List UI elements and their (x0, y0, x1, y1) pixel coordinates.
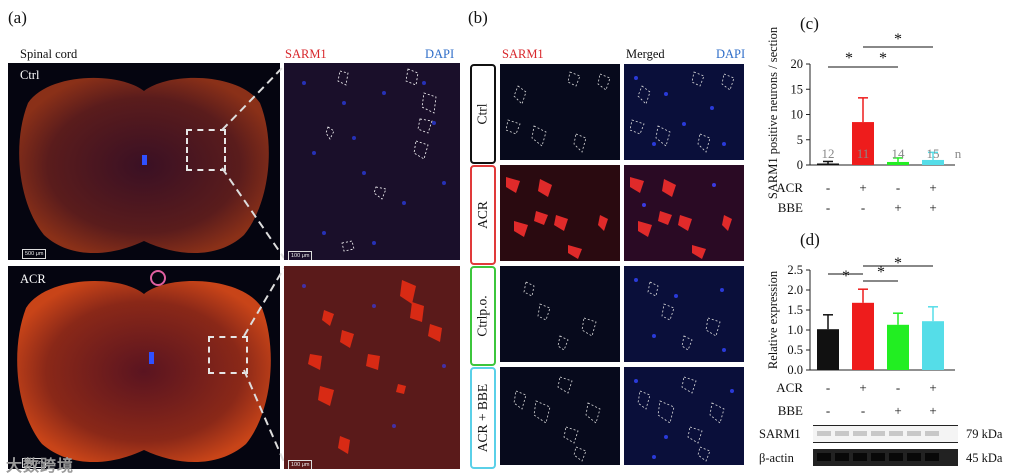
acr-row-d-1: + (859, 380, 866, 395)
bbe-row-d-1: - (861, 403, 865, 418)
sig-star-c-2: * (894, 31, 902, 48)
ctrl-spinal-cord-image: 500 μm (8, 63, 280, 260)
bbe-row-c-1: - (861, 200, 865, 215)
y-axis-label-0: SARM1 positive neurons / section (766, 26, 780, 199)
row-label-acr-bbe: ACR + BBE (470, 367, 496, 469)
micro-ctrl-sarm1 (500, 64, 620, 160)
y-tick-label-0-4: 20 (791, 57, 804, 71)
acr-zoom-image: 100 μm (284, 266, 460, 469)
acr-row-c-2: - (896, 180, 900, 195)
bbe-row-label-c: BBE (778, 200, 803, 215)
sig-star-d-1: * (842, 268, 850, 285)
ctrl-zoom-image: 100 μm (284, 63, 460, 260)
merged-label: Merged (626, 47, 665, 61)
y-tick-label-0-1: 5 (797, 133, 803, 147)
panel-d-label: (d) (800, 230, 820, 249)
panel-a-label: (a) (8, 8, 27, 27)
sig-star-d-3: * (894, 255, 902, 272)
row-label-ctrl-po: Ctrlp.o. (470, 266, 496, 366)
y-tick-label-1-0: 0.0 (787, 363, 803, 377)
y-tick-label-0-3: 15 (791, 82, 804, 96)
micro-ctrl-po-sarm1 (500, 266, 620, 362)
n-label-1: 11 (857, 146, 870, 161)
y-tick-label-0-2: 10 (791, 108, 804, 122)
acr-row-label-c: ACR (776, 180, 803, 195)
blot-sarm1-label: SARM1 (759, 427, 801, 441)
acr-scale-bar-a: 500 μm (22, 458, 47, 468)
acr-spinal-cord-image: 500 μm (8, 266, 280, 469)
sig-star-c-1: * (845, 50, 853, 67)
micro-acr-sarm1 (500, 165, 620, 261)
bar-0-2 (887, 161, 909, 165)
panel-b-label: (b) (468, 8, 488, 27)
bbe-row-d-0: - (826, 403, 830, 418)
y-tick-label-0-0: 0 (797, 158, 803, 172)
bar-0-0 (817, 163, 839, 165)
bar-0-3 (922, 159, 944, 165)
row-label-ctrl: Ctrl (470, 64, 496, 164)
zoom-lines (221, 65, 285, 463)
y-tick-label-1-1: 0.5 (787, 343, 803, 357)
watermark: 大数跨境 (6, 456, 75, 475)
bbe-row-c-0: - (826, 200, 830, 215)
sarm1-label-b: SARM1 (502, 47, 544, 61)
bbe-row-c-2: + (894, 200, 901, 215)
n-label-2: 14 (892, 146, 906, 161)
ctrl-zoom-scale: 100 μm (288, 251, 313, 260)
spinal-cord-label: Spinal cord (20, 47, 78, 61)
dapi-label-a: DAPI (425, 47, 455, 61)
panel-c-label: (c) (800, 14, 819, 33)
bar-1-1 (852, 302, 874, 370)
y-axis-label-1: Relative expression (766, 270, 780, 369)
blot-actin-kda: 45 kDa (966, 451, 1003, 465)
acr-row-label-d: ACR (776, 380, 803, 395)
row-label-acr: ACR (470, 165, 496, 265)
acr-zoom-box (208, 336, 248, 374)
bar-charts: 0 5 10 15 20 SARM1 positive neurons / section… (766, 26, 962, 418)
blot-actin (813, 449, 958, 466)
acr-row-d-3: + (929, 380, 936, 395)
acr-zoom-scale: 100 μm (288, 460, 313, 469)
y-tick-label-1-4: 2.0 (787, 283, 803, 297)
micro-acr-bbe-sarm1 (500, 367, 620, 465)
micro-acr-merged (624, 165, 744, 261)
n-label-3: 15 (927, 146, 940, 161)
bbe-row-d-2: + (894, 403, 901, 418)
bar-0-1 (852, 122, 874, 165)
ctrl-label-a: Ctrl (20, 68, 40, 82)
sig-star-c-3: * (879, 50, 887, 67)
bar-1-2 (887, 324, 909, 370)
bbe-row-c-3: + (929, 200, 936, 215)
bar-1-3 (922, 321, 944, 370)
ctrl-scale-bar: 500 μm (22, 249, 47, 259)
y-tick-label-1-3: 1.5 (787, 303, 803, 317)
n-label-0: 12 (822, 146, 835, 161)
acr-row-c-1: + (859, 180, 866, 195)
acr-row-d-2: - (896, 380, 900, 395)
dapi-label-b: DAPI (716, 47, 746, 61)
micro-acr-bbe-merged (624, 367, 744, 465)
n-label-title: n (955, 146, 962, 161)
y-tick-label-1-5: 2.5 (787, 263, 803, 277)
bar-1-0 (817, 329, 839, 370)
blot-actin-label: β-actin (759, 451, 794, 465)
y-tick-label-1-2: 1.0 (787, 323, 803, 337)
acr-row-c-0: - (826, 180, 830, 195)
bbe-row-label-d: BBE (778, 403, 803, 418)
blot-sarm1 (813, 425, 958, 443)
sarm1-label-a: SARM1 (285, 47, 327, 61)
acr-row-d-0: - (826, 380, 830, 395)
micro-ctrl-merged (624, 64, 744, 160)
micro-ctrl-po-merged (624, 266, 744, 362)
blot-sarm1-kda: 79 kDa (966, 427, 1003, 441)
ctrl-zoom-box (186, 129, 226, 171)
acr-row-c-3: + (929, 180, 936, 195)
acr-label-a: ACR (20, 272, 46, 286)
sig-star-d-2: * (877, 264, 885, 281)
bbe-row-d-3: + (929, 403, 936, 418)
